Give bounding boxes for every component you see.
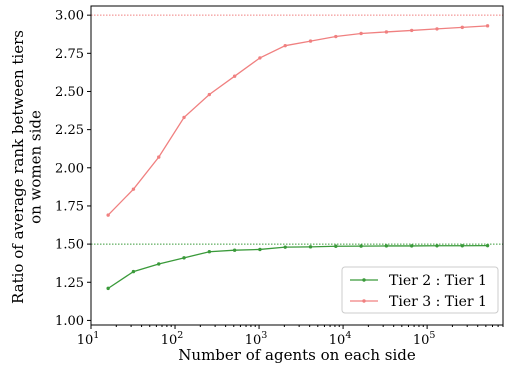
x-tick-label: 101 <box>77 330 100 348</box>
x-axis-title: Number of agents on each side <box>178 346 416 364</box>
data-point <box>131 187 136 191</box>
data-point <box>384 30 389 34</box>
y-tick-label: 2.75 <box>55 47 84 62</box>
data-point <box>485 243 490 248</box>
data-point <box>359 244 363 248</box>
x-tick-label: 105 <box>413 330 436 348</box>
y-axis-title-line: Ratio of average rank between tiers <box>9 30 27 304</box>
data-point <box>232 74 237 78</box>
y-tick-label: 1.75 <box>55 199 84 214</box>
data-point <box>182 115 186 120</box>
y-axis-title: Ratio of average rank between tierson wo… <box>9 30 44 304</box>
data-point <box>409 244 414 248</box>
data-point <box>485 24 490 28</box>
data-point <box>308 39 313 43</box>
data-point <box>435 27 439 31</box>
data-point <box>283 245 287 249</box>
data-point <box>157 262 161 266</box>
series-group <box>106 243 490 291</box>
data-series <box>106 24 490 291</box>
series-line <box>107 25 488 216</box>
data-point <box>334 34 338 39</box>
y-tick-label: 1.50 <box>55 238 84 253</box>
data-point <box>435 244 439 248</box>
data-point <box>131 269 136 274</box>
data-point <box>308 245 313 249</box>
y-tick-label: 2.50 <box>55 85 84 100</box>
reference-lines <box>91 14 503 245</box>
data-point <box>207 250 212 254</box>
y-tick-label: 1.00 <box>55 314 84 329</box>
y-tick-label: 2.00 <box>55 161 84 176</box>
data-point <box>359 31 363 36</box>
data-point <box>106 286 110 291</box>
x-axis-ticks: 101 102 103 104 105 <box>77 325 504 348</box>
legend-item: Tier 3 : Tier 1 <box>350 294 487 310</box>
data-point <box>258 247 262 252</box>
legend-marker <box>362 299 366 303</box>
series-line <box>107 244 488 289</box>
legend-marker <box>362 278 366 282</box>
legend-item: Tier 2 : Tier 1 <box>350 273 487 289</box>
data-point <box>460 25 464 30</box>
legend-label: Tier 2 : Tier 1 <box>389 273 487 289</box>
series-group <box>106 24 490 217</box>
data-point <box>409 28 414 33</box>
y-tick-label: 1.25 <box>55 276 84 291</box>
x-tick-label: 104 <box>329 330 352 348</box>
y-axis-title-line: on women side <box>26 110 44 224</box>
data-point <box>460 244 464 248</box>
y-tick-label: 2.25 <box>55 123 84 138</box>
legend-box <box>341 266 499 314</box>
x-tick-label: 103 <box>245 330 268 348</box>
legend: Tier 2 : Tier 1 Tier 3 : Tier 1 <box>341 266 499 314</box>
y-tick-label: 3.00 <box>55 9 84 24</box>
y-axis-ticks: 1.00 1.25 1.50 1.75 2.00 2.25 2.50 2.75 3.00 <box>55 9 91 329</box>
data-point <box>157 155 161 159</box>
data-point <box>207 92 212 97</box>
data-point <box>334 244 338 248</box>
plot-frame <box>90 5 504 326</box>
data-point <box>258 56 262 60</box>
x-tick-label: 102 <box>161 330 184 348</box>
data-point <box>283 43 287 48</box>
data-point <box>384 244 389 248</box>
data-point <box>106 213 110 217</box>
data-point <box>232 248 237 252</box>
legend-label: Tier 3 : Tier 1 <box>389 294 487 310</box>
data-point <box>182 256 186 260</box>
